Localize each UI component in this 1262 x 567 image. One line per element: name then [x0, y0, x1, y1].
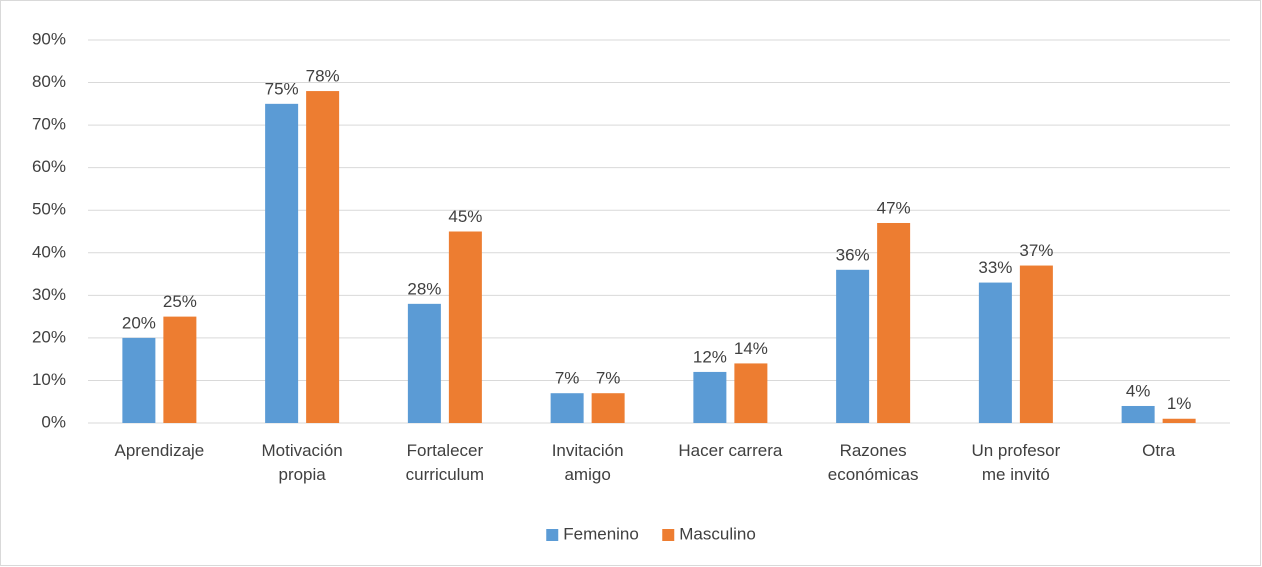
bar: [877, 222, 911, 423]
data-label: 7%: [555, 369, 580, 388]
y-tick-label: 0%: [41, 412, 66, 431]
data-label: 25%: [163, 292, 197, 311]
legend-swatch: [662, 529, 675, 541]
y-tick-label: 20%: [32, 327, 66, 346]
data-label: 14%: [734, 339, 768, 358]
bar: [306, 91, 340, 424]
bar: [265, 103, 299, 423]
x-tick-label: Invitación amigo: [551, 441, 624, 484]
data-label: 20%: [122, 313, 156, 332]
data-label: 47%: [877, 198, 911, 217]
data-label: 28%: [407, 279, 441, 298]
x-tick-label: Fortalecer curriculum: [405, 441, 485, 484]
bar: [978, 282, 1012, 423]
x-tick-label: Razones económicas: [827, 441, 919, 484]
x-tick-label: Aprendizaje: [114, 441, 205, 460]
y-tick-label: 50%: [32, 200, 66, 219]
data-label: 37%: [1019, 241, 1053, 260]
data-label: 7%: [596, 369, 621, 388]
bar: [734, 363, 768, 423]
data-label: 1%: [1167, 394, 1192, 413]
y-tick-label: 10%: [32, 370, 66, 389]
data-label: 33%: [978, 258, 1012, 277]
data-label: 75%: [265, 79, 299, 98]
bar: [591, 393, 625, 423]
legend-label: Femenino: [563, 524, 639, 543]
bar: [693, 371, 727, 423]
data-label: 36%: [836, 245, 870, 264]
bar: [1162, 418, 1196, 423]
bar: [448, 231, 482, 423]
data-label: 4%: [1126, 381, 1151, 400]
y-tick-label: 90%: [32, 29, 66, 48]
bar: [550, 393, 584, 423]
legend-swatch: [546, 529, 559, 541]
y-tick-label: 40%: [32, 242, 66, 261]
x-tick-label: Otra: [1142, 441, 1176, 460]
y-tick-label: 60%: [32, 157, 66, 176]
data-label: 12%: [693, 347, 727, 366]
bar: [122, 337, 156, 423]
x-tick-label: Motivación propia: [261, 441, 343, 484]
legend-label: Masculino: [679, 524, 756, 543]
bar: [1121, 405, 1155, 423]
x-tick-label: Hacer carrera: [678, 441, 783, 460]
bar: [163, 316, 197, 423]
y-tick-label: 80%: [32, 72, 66, 91]
bar: [1019, 265, 1053, 423]
data-label: 78%: [306, 67, 340, 86]
y-tick-label: 70%: [32, 115, 66, 134]
x-tick-label: Un profesor me invitó: [971, 441, 1061, 484]
bar: [407, 303, 441, 423]
data-label: 45%: [448, 207, 482, 226]
bar: [836, 269, 870, 423]
y-tick-label: 30%: [32, 285, 66, 304]
